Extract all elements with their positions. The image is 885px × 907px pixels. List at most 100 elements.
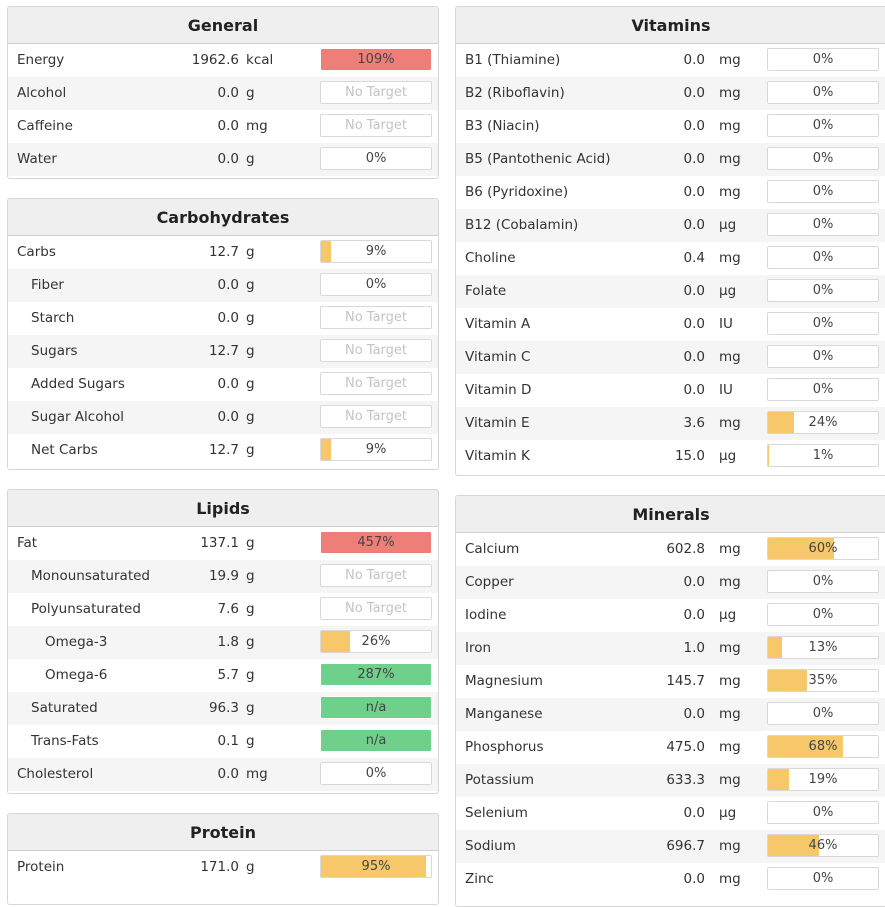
progress-label: 0% [365, 277, 387, 292]
progress-fill [768, 538, 834, 559]
progress-label: 0% [812, 871, 834, 886]
nutrient-name: Manganese [465, 706, 543, 722]
nutrient-name: Water [17, 151, 57, 167]
nutrient-row-iodine[interactable]: Iodine 0.0 µg 0% [456, 599, 885, 632]
nutrient-unit: g [246, 667, 255, 683]
nutrient-name: Omega-3 [45, 634, 108, 650]
nutrient-row-copper[interactable]: Copper 0.0 mg 0% [456, 566, 885, 599]
nutrient-amount: 0.0 [217, 118, 239, 134]
nutrient-row-magnesium[interactable]: Magnesium 145.7 mg 35% [456, 665, 885, 698]
nutrient-unit: g [246, 442, 255, 458]
nutrient-amount: 0.0 [683, 52, 705, 68]
nutrient-row-saturated[interactable]: Saturated 96.3 g n/a [8, 692, 438, 725]
nutrient-unit: mg [719, 85, 741, 101]
nutrient-amount: 1962.6 [191, 52, 239, 68]
nutrient-row-folate[interactable]: Folate 0.0 µg 0% [456, 275, 885, 308]
nutrient-row-calcium[interactable]: Calcium 602.8 mg 60% [456, 533, 885, 566]
nutrient-row-choline[interactable]: Choline 0.4 mg 0% [456, 242, 885, 275]
panel-title: General [8, 7, 438, 44]
nutrient-row-fiber[interactable]: Fiber 0.0 g 0% [8, 269, 438, 302]
nutrient-row-phosphorus[interactable]: Phosphorus 475.0 mg 68% [456, 731, 885, 764]
target-progress-bar: 9% [320, 240, 432, 263]
nutrient-name: Folate [465, 283, 507, 299]
nutrient-row-net-carbs[interactable]: Net Carbs 12.7 g 9% [8, 434, 438, 467]
nutrient-amount: 0.0 [683, 118, 705, 134]
target-progress-bar: No Target [320, 339, 432, 362]
nutrient-row-iron[interactable]: Iron 1.0 mg 13% [456, 632, 885, 665]
nutrient-name: B6 (Pyridoxine) [465, 184, 569, 200]
nutrient-name: Calcium [465, 541, 520, 557]
nutrient-amount: 1.8 [217, 634, 239, 650]
nutrient-row-water[interactable]: Water 0.0 g 0% [8, 143, 438, 176]
nutrient-row-zinc[interactable]: Zinc 0.0 mg 0% [456, 863, 885, 896]
nutrient-row-b12-cobalamin[interactable]: B12 (Cobalamin) 0.0 µg 0% [456, 209, 885, 242]
nutrient-row-alcohol[interactable]: Alcohol 0.0 g No Target [8, 77, 438, 110]
nutrient-row-fat[interactable]: Fat 137.1 g 457% [8, 527, 438, 560]
panel-title: Lipids [8, 490, 438, 527]
nutrient-row-b5-pantothenic-acid[interactable]: B5 (Pantothenic Acid) 0.0 mg 0% [456, 143, 885, 176]
target-progress-bar: 0% [767, 114, 879, 137]
target-progress-bar: 35% [767, 669, 879, 692]
nutrient-row-vitamin-c[interactable]: Vitamin C 0.0 mg 0% [456, 341, 885, 374]
nutrient-amount: 0.4 [683, 250, 705, 266]
nutrient-row-cholesterol[interactable]: Cholesterol 0.0 mg 0% [8, 758, 438, 791]
nutrient-row-manganese[interactable]: Manganese 0.0 mg 0% [456, 698, 885, 731]
nutrient-amount: 0.0 [217, 376, 239, 392]
nutrient-row-starch[interactable]: Starch 0.0 g No Target [8, 302, 438, 335]
nutrient-row-energy[interactable]: Energy 1962.6 kcal 109% [8, 44, 438, 77]
target-progress-bar: 0% [767, 213, 879, 236]
nutrient-amount: 12.7 [208, 442, 239, 458]
progress-label: 60% [808, 541, 838, 556]
nutrient-unit: mg [246, 118, 268, 134]
progress-fill [321, 730, 431, 751]
progress-fill [768, 445, 770, 466]
nutrient-row-polyunsaturated[interactable]: Polyunsaturated 7.6 g No Target [8, 593, 438, 626]
nutrient-row-vitamin-e[interactable]: Vitamin E 3.6 mg 24% [456, 407, 885, 440]
nutrient-row-vitamin-d[interactable]: Vitamin D 0.0 IU 0% [456, 374, 885, 407]
progress-label: No Target [344, 310, 408, 325]
nutrient-amount: 696.7 [666, 838, 705, 854]
nutrient-row-vitamin-a[interactable]: Vitamin A 0.0 IU 0% [456, 308, 885, 341]
nutrient-row-added-sugars[interactable]: Added Sugars 0.0 g No Target [8, 368, 438, 401]
nutrient-row-omega-3[interactable]: Omega-3 1.8 g 26% [8, 626, 438, 659]
nutrient-row-b3-niacin[interactable]: B3 (Niacin) 0.0 mg 0% [456, 110, 885, 143]
progress-label: 457% [357, 535, 395, 550]
nutrient-row-selenium[interactable]: Selenium 0.0 µg 0% [456, 797, 885, 830]
nutrient-row-protein[interactable]: Protein 171.0 g 95% [8, 851, 438, 884]
progress-label: 24% [808, 415, 838, 430]
progress-fill [321, 241, 331, 262]
target-progress-bar: No Target [320, 372, 432, 395]
nutrient-row-trans-fats[interactable]: Trans-Fats 0.1 g n/a [8, 725, 438, 758]
nutrient-row-carbs[interactable]: Carbs 12.7 g 9% [8, 236, 438, 269]
nutrient-amount: 0.0 [217, 277, 239, 293]
nutrient-unit: g [246, 535, 255, 551]
nutrient-row-sodium[interactable]: Sodium 696.7 mg 46% [456, 830, 885, 863]
nutrient-row-monounsaturated[interactable]: Monounsaturated 19.9 g No Target [8, 560, 438, 593]
progress-fill [321, 856, 426, 877]
nutrient-row-omega-6[interactable]: Omega-6 5.7 g 287% [8, 659, 438, 692]
progress-label: 9% [365, 244, 387, 259]
nutrient-row-b1-thiamine[interactable]: B1 (Thiamine) 0.0 mg 0% [456, 44, 885, 77]
nutrient-row-sugar-alcohol[interactable]: Sugar Alcohol 0.0 g No Target [8, 401, 438, 434]
target-progress-bar: 1% [767, 444, 879, 467]
progress-label: 287% [357, 667, 395, 682]
nutrient-unit: g [246, 601, 255, 617]
nutrient-amount: 0.0 [683, 217, 705, 233]
nutrient-row-b6-pyridoxine[interactable]: B6 (Pyridoxine) 0.0 mg 0% [456, 176, 885, 209]
target-progress-bar: 0% [767, 81, 879, 104]
nutrient-row-sugars[interactable]: Sugars 12.7 g No Target [8, 335, 438, 368]
progress-fill [321, 439, 331, 460]
nutrient-name: Vitamin C [465, 349, 531, 365]
target-progress-bar: 0% [767, 378, 879, 401]
nutrient-unit: g [246, 376, 255, 392]
nutrient-row-vitamin-k[interactable]: Vitamin K 15.0 µg 1% [456, 440, 885, 473]
progress-label: 0% [812, 85, 834, 100]
progress-label: 109% [357, 52, 395, 67]
target-progress-bar: 0% [320, 762, 432, 785]
nutrient-row-potassium[interactable]: Potassium 633.3 mg 19% [456, 764, 885, 797]
nutrient-unit: g [246, 244, 255, 260]
nutrient-row-b2-riboflavin[interactable]: B2 (Riboflavin) 0.0 mg 0% [456, 77, 885, 110]
nutrient-row-caffeine[interactable]: Caffeine 0.0 mg No Target [8, 110, 438, 143]
target-progress-bar: 9% [320, 438, 432, 461]
nutrient-unit: µg [719, 448, 737, 464]
